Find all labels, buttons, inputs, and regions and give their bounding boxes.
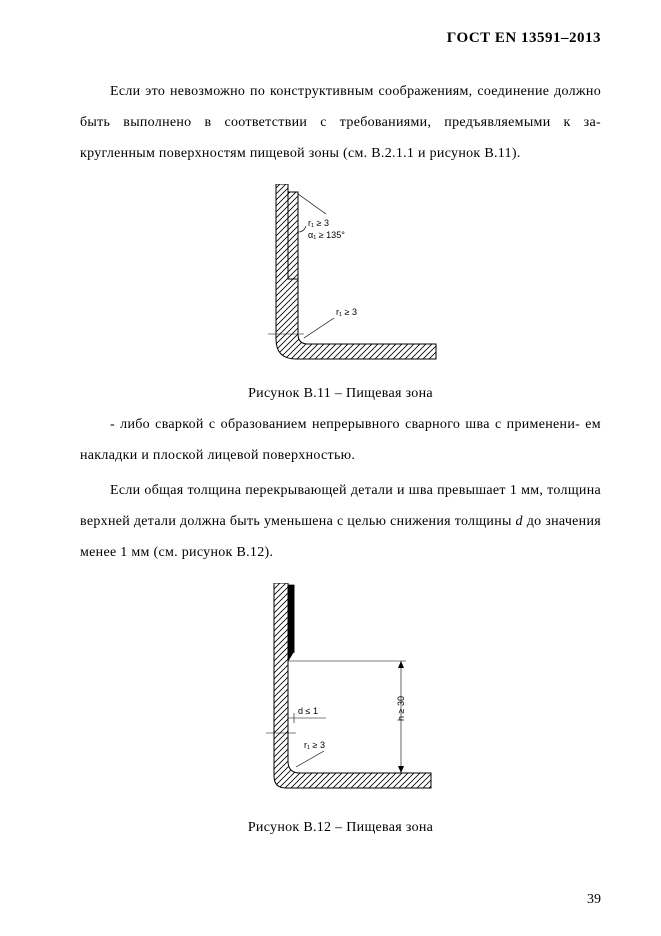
- paragraph-1-line2: кругленным поверхностям пищевой зоны (см…: [80, 146, 521, 161]
- caption-b12: Рисунок В.12 – Пищевая зона: [80, 820, 601, 836]
- paragraph-1: Если это невозможно по конструктивным со…: [80, 77, 601, 169]
- paragraph-3-d: d: [516, 514, 523, 529]
- paragraph-2: - либо сваркой с образованием непрерывно…: [80, 410, 601, 472]
- fig12-label-r: r₁ ≥ 3: [304, 740, 325, 750]
- fig12-label-h: h ≥ 30: [396, 696, 406, 721]
- paragraph-1-line1: Если это невозможно по конструктивным со…: [80, 84, 601, 130]
- page: ГОСТ EN 13591–2013 Если это невозможно п…: [0, 0, 661, 936]
- figure-b11: r₁ ≥ 3 α₁ ≥ 135° r₁ ≥ 3: [226, 184, 456, 374]
- doc-header: ГОСТ EN 13591–2013: [80, 30, 601, 47]
- paragraph-3: Если общая толщина перекрывающей детали …: [80, 476, 601, 568]
- figure-b12: d ≤ 1 r₁ ≥ 3 h ≥ 30: [226, 583, 456, 808]
- fig11-label-r-corner: r₁ ≥ 3: [336, 307, 357, 317]
- fig11-label-r-top: r₁ ≥ 3: [308, 218, 329, 228]
- fig11-label-alpha: α₁ ≥ 135°: [308, 230, 345, 240]
- page-number: 39: [587, 892, 601, 908]
- fig12-label-d: d ≤ 1: [298, 706, 318, 716]
- caption-b11: Рисунок В.11 – Пищевая зона: [80, 386, 601, 402]
- paragraph-2-line1: - либо сваркой с образованием непрерывно…: [110, 417, 580, 432]
